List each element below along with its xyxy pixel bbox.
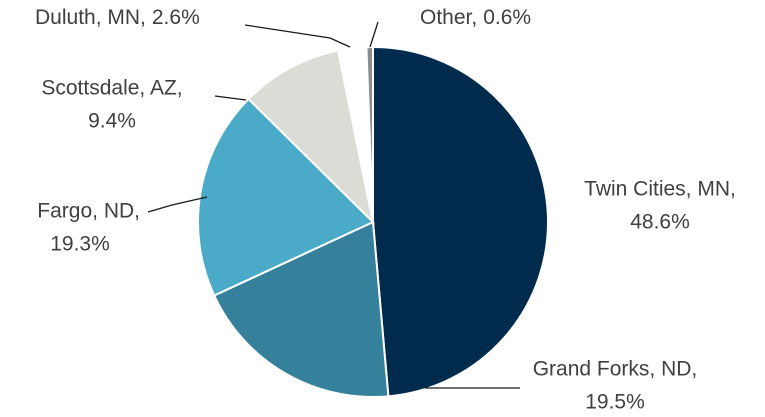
slice-label: Duluth, MN, 2.6%: [35, 6, 200, 29]
pie-slice: [212, 220, 390, 398]
slice-label-value: 9.4%: [88, 110, 136, 133]
slice-label-name: Other,: [420, 6, 477, 29]
leader-line: [244, 24, 351, 48]
slice-label-name: Grand Forks, ND,: [533, 358, 698, 381]
slice-label-value: 48.6%: [630, 211, 690, 234]
pie-slice: [365, 45, 374, 223]
slice-label-value: 19.3%: [50, 233, 110, 256]
pie-slice: [197, 97, 375, 297]
slice-label-name: Twin Cities, MN,: [584, 178, 736, 201]
slice-label: Other, 0.6%: [420, 6, 531, 29]
leader-line: [147, 196, 208, 213]
leader-line: [369, 21, 379, 48]
leader-line: [214, 95, 247, 101]
slice-label-name: Duluth, MN,: [35, 6, 146, 29]
slice-label-name: Fargo, ND,: [37, 200, 140, 223]
slice-label-value: 19.5%: [585, 391, 645, 414]
slice-label-value: 2.6%: [152, 6, 200, 29]
pie-slice: [372, 45, 549, 398]
slice-label-value: 0.6%: [483, 6, 531, 29]
pie-slice: [247, 49, 375, 226]
slice-label-name: Scottsdale, AZ,: [41, 77, 182, 100]
